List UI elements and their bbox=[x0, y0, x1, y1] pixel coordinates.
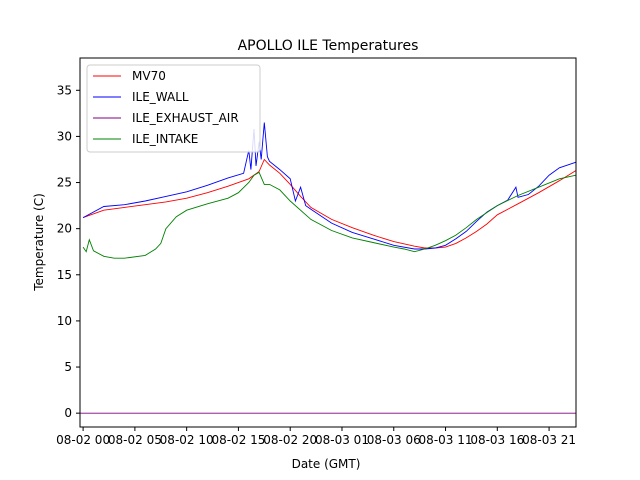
chart-title: APOLLO ILE Temperatures bbox=[238, 38, 419, 54]
y-tick-label: 10 bbox=[57, 314, 72, 328]
legend-label: ILE_EXHAUST_AIR bbox=[132, 111, 239, 125]
y-tick-label: 0 bbox=[64, 406, 72, 420]
y-tick-label: 5 bbox=[64, 360, 72, 374]
x-tick-label: 08-03 01 bbox=[315, 433, 369, 447]
legend-label: MV70 bbox=[132, 69, 166, 83]
y-axis-ticks: 0 5 10 15 20 25 30 35 bbox=[57, 83, 80, 420]
x-tick-label: 08-03 21 bbox=[522, 433, 576, 447]
y-tick-label: 35 bbox=[57, 83, 72, 97]
y-tick-label: 15 bbox=[57, 268, 72, 282]
series-group bbox=[80, 122, 577, 414]
legend-label: ILE_INTAKE bbox=[132, 132, 198, 146]
x-tick-label: 08-03 11 bbox=[419, 433, 473, 447]
y-tick-label: 25 bbox=[57, 176, 72, 190]
x-tick-label: 08-02 15 bbox=[211, 433, 265, 447]
legend-box bbox=[86, 64, 261, 153]
x-tick-label: 08-02 10 bbox=[160, 433, 214, 447]
plot-frame bbox=[79, 57, 577, 428]
y-tick-label: 20 bbox=[57, 222, 72, 236]
series-line-mv70 bbox=[82, 158, 577, 249]
y-tick-label: 30 bbox=[57, 129, 72, 143]
x-tick-label: 08-02 20 bbox=[263, 433, 317, 447]
x-tick-label: 08-02 05 bbox=[108, 433, 162, 447]
x-tick-label: 08-02 00 bbox=[56, 433, 110, 447]
series-line-ile-intake bbox=[82, 171, 577, 259]
y-axis-label: Temperature (C) bbox=[32, 193, 46, 292]
legend-label: ILE_WALL bbox=[132, 90, 189, 104]
x-tick-label: 08-03 06 bbox=[367, 433, 421, 447]
legend: MV70 ILE_WALL ILE_EXHAUST_AIR ILE_INTAKE bbox=[86, 64, 261, 153]
x-axis-label: Date (GMT) bbox=[292, 457, 361, 471]
x-tick-label: 08-03 16 bbox=[470, 433, 524, 447]
